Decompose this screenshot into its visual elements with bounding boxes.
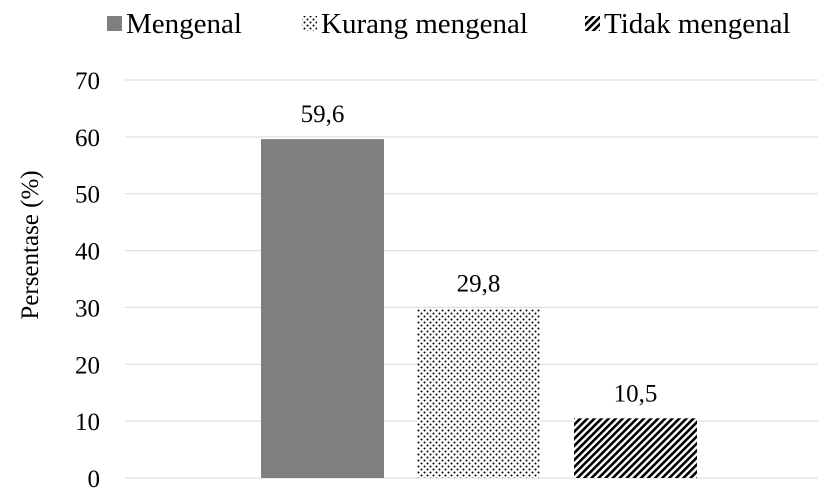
data-label: 29,8 <box>457 271 501 298</box>
legend-swatch-kurang-mengenal <box>302 16 317 31</box>
legend: Mengenal Kurang mengenal Tidak mengenal <box>107 8 791 40</box>
legend-label: Kurang mengenal <box>321 8 528 40</box>
y-tick-label: 20 <box>75 352 100 379</box>
y-tick-label: 30 <box>75 295 100 322</box>
y-tick-label: 10 <box>75 409 100 436</box>
y-tick-label: 70 <box>75 68 100 95</box>
y-tick-label: 60 <box>75 125 100 152</box>
legend-swatch-mengenal <box>107 16 122 31</box>
y-tick-label: 40 <box>75 239 100 266</box>
bar-tidak-mengenal <box>574 418 697 478</box>
data-label: 59,6 <box>301 101 345 128</box>
y-tick-label: 50 <box>75 182 100 209</box>
y-axis-title: Persentase (%) <box>17 170 44 319</box>
data-labels: 59,6 29,8 10,5 <box>301 101 658 407</box>
legend-label: Tidak mengenal <box>604 8 791 40</box>
bar-mengenal <box>261 139 384 479</box>
legend-swatch-tidak-mengenal <box>585 16 600 31</box>
data-label: 10,5 <box>614 380 658 407</box>
y-axis-ticks: 0 10 20 30 40 50 60 70 <box>75 68 100 489</box>
legend-label: Mengenal <box>126 8 242 40</box>
bar-kurang-mengenal <box>417 308 540 478</box>
y-tick-label: 0 <box>88 466 101 489</box>
bars <box>261 139 697 479</box>
